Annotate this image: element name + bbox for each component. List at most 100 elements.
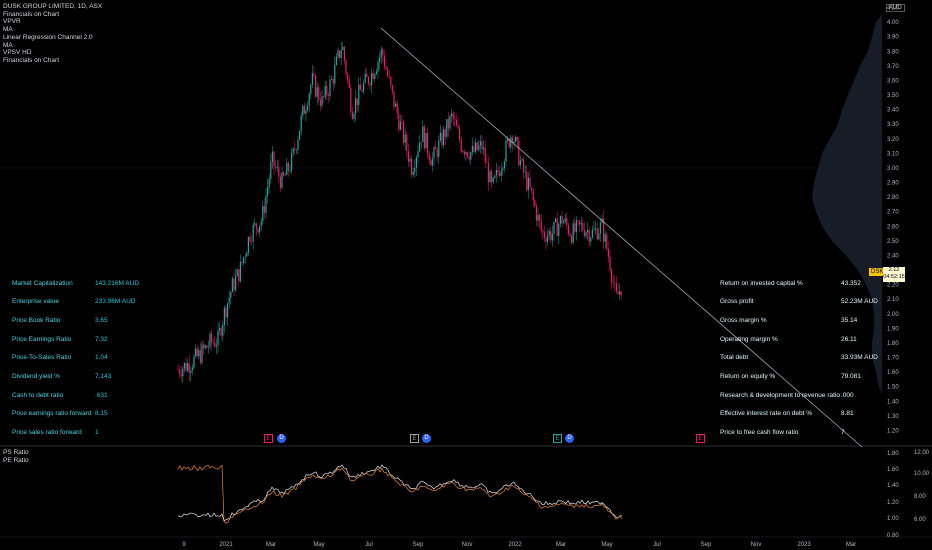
candle-body xyxy=(571,235,573,243)
candle-body xyxy=(273,151,275,167)
candle-body xyxy=(308,93,310,107)
candle-body xyxy=(423,126,425,149)
financial-row: Effective interest rate on debt % xyxy=(720,410,812,417)
financial-row: Price Book Ratio xyxy=(12,317,60,324)
ps-ratio-label[interactable]: PS Ratio xyxy=(3,449,29,456)
candle-body xyxy=(457,125,459,129)
symbol-badge: DSK xyxy=(869,268,886,276)
candle-body xyxy=(564,218,566,222)
financial-value: .631 xyxy=(95,392,108,399)
financial-value-text: .631 xyxy=(95,392,108,399)
financial-row: Return on invested capital % xyxy=(720,280,803,287)
candle-body xyxy=(545,237,547,242)
candle-body xyxy=(391,85,393,92)
candle-body xyxy=(491,171,493,183)
candle-body xyxy=(321,96,323,106)
candle-body xyxy=(412,171,414,175)
candle-body xyxy=(380,49,382,58)
candle-body xyxy=(390,77,392,86)
candle-body xyxy=(401,121,403,123)
candle-body xyxy=(188,363,190,373)
candle-body xyxy=(585,232,587,237)
earnings-marker[interactable]: E xyxy=(410,434,419,443)
financial-label: Gross profit xyxy=(720,298,754,305)
candle-body xyxy=(523,159,525,173)
earnings-marker[interactable]: E xyxy=(553,434,562,443)
earnings-marker[interactable]: E xyxy=(696,434,705,443)
financial-row: Total debt xyxy=(720,354,748,361)
candle-body xyxy=(452,113,454,120)
candle-body xyxy=(580,223,582,225)
financial-row: Gross profit xyxy=(720,298,754,305)
price-tick-label: 3.10 xyxy=(887,151,899,157)
candle-body xyxy=(283,172,285,176)
financial-row: Price to free cash flow ratio xyxy=(720,429,798,436)
financial-row: Return on equity % xyxy=(720,373,775,380)
candle-body xyxy=(574,223,576,233)
candle-body xyxy=(553,221,555,234)
candle-body xyxy=(367,77,369,84)
candle-body xyxy=(611,270,613,283)
candle-body xyxy=(244,256,246,258)
indicator-label[interactable]: Financials on Chart xyxy=(3,10,59,18)
candle-body xyxy=(239,261,241,282)
indicator-label[interactable]: Financials on Chart xyxy=(3,56,59,64)
candle-body xyxy=(411,158,413,175)
candle-body xyxy=(591,230,593,238)
candle-body xyxy=(214,342,216,347)
candle-body xyxy=(481,141,483,150)
price-tick-label: 1.70 xyxy=(887,356,899,362)
candle-body xyxy=(375,71,377,75)
price-tick-label: 4.00 xyxy=(887,20,899,26)
candle-body xyxy=(503,161,505,169)
candle-body xyxy=(294,148,296,151)
candle-body xyxy=(587,230,589,233)
financial-value: 8.15 xyxy=(95,410,108,417)
candle-body xyxy=(327,95,329,96)
currency-button[interactable]: AUD xyxy=(886,4,905,12)
candle-body xyxy=(479,141,481,146)
dividend-marker[interactable]: D xyxy=(422,434,431,443)
financial-row: Price Earnings Ratio xyxy=(12,336,71,343)
time-tick-label: Sep xyxy=(701,542,712,548)
candle-body xyxy=(212,342,214,344)
pe-ratio-label[interactable]: PE Ratio xyxy=(3,457,29,464)
candle-body xyxy=(596,228,598,240)
candle-body xyxy=(404,134,406,143)
candle-body xyxy=(425,132,427,149)
candle-body xyxy=(318,87,320,100)
financial-value: 35.14 xyxy=(841,317,857,324)
candle-body xyxy=(519,160,521,166)
financial-label: Operating margin % xyxy=(720,336,778,343)
candle-body xyxy=(215,345,217,347)
pe-tick-label: 12.00 xyxy=(914,450,930,456)
candle-body xyxy=(550,231,552,241)
financial-value-text: 233.96M AUD xyxy=(95,298,136,305)
candle-body xyxy=(511,137,513,144)
candle-body xyxy=(254,223,256,225)
indicator-label[interactable]: MA xyxy=(3,26,13,34)
price-tick-label: 2.10 xyxy=(887,297,899,303)
candle-body xyxy=(259,225,261,233)
earnings-marker[interactable]: E xyxy=(264,434,273,443)
candle-body xyxy=(195,348,197,357)
financial-value: 1 xyxy=(95,429,99,436)
candle-body xyxy=(313,73,315,76)
candle-body xyxy=(251,241,253,243)
candle-body xyxy=(291,153,293,171)
dividend-marker[interactable]: D xyxy=(277,434,286,443)
symbol-title[interactable]: DUSK GROUP LIMITED, 1D, ASX xyxy=(3,3,103,10)
indicator-label[interactable]: Linear Regression Channel 2.0 xyxy=(3,33,93,41)
indicator-label[interactable]: VPVR xyxy=(3,18,21,26)
candle-body xyxy=(361,89,363,92)
candle-body xyxy=(447,119,449,129)
candle-body xyxy=(271,151,273,162)
indicator-label[interactable]: VPSV HD xyxy=(3,49,32,57)
candle-body xyxy=(289,170,291,172)
price-tick-label: 3.50 xyxy=(887,93,899,99)
candle-body xyxy=(315,75,317,97)
price-tick-label: 2.00 xyxy=(887,312,899,318)
indicator-label[interactable]: MA xyxy=(3,41,13,49)
dividend-marker[interactable]: D xyxy=(565,434,574,443)
